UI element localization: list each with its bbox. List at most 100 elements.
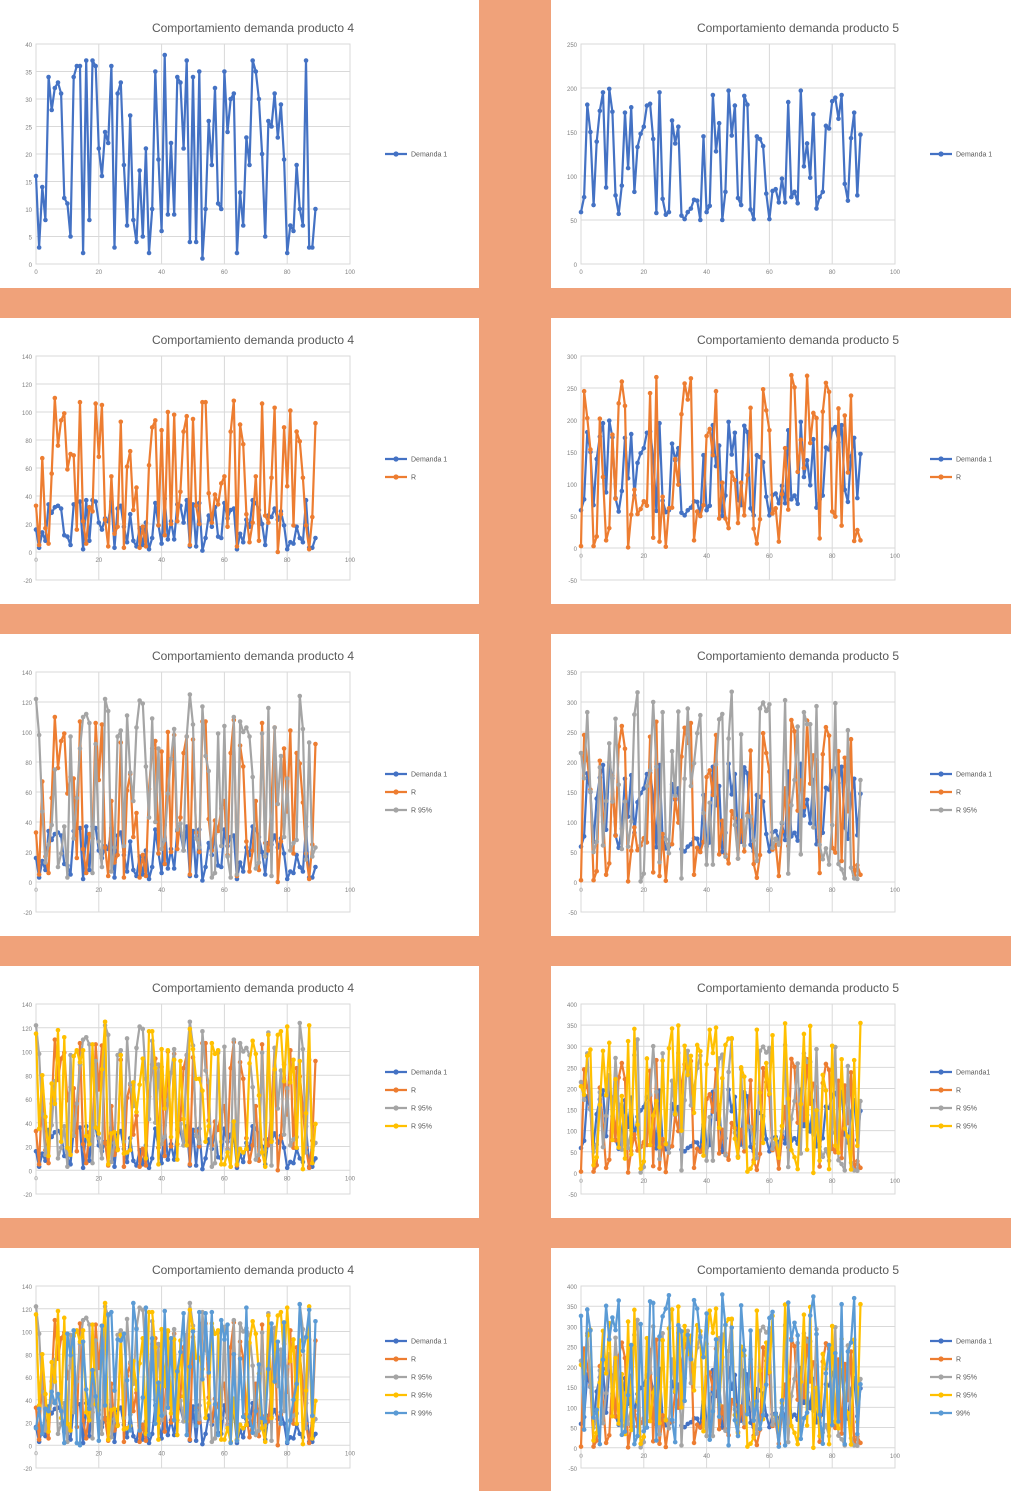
data-point	[112, 545, 117, 551]
data-point	[137, 545, 142, 551]
data-point	[600, 1357, 606, 1362]
data-point	[716, 1414, 722, 1419]
data-point	[795, 724, 800, 729]
data-point	[723, 1152, 728, 1158]
data-point	[310, 854, 315, 859]
data-point	[77, 1321, 83, 1326]
data-point	[306, 1307, 312, 1313]
x-tick-label: 40	[158, 1176, 165, 1182]
data-point	[61, 195, 67, 201]
data-point	[175, 827, 180, 832]
data-point	[105, 1032, 111, 1038]
data-point	[71, 74, 76, 80]
data-point	[178, 1058, 183, 1064]
data-point	[218, 843, 224, 849]
data-point	[848, 1167, 854, 1172]
data-point	[710, 1330, 716, 1336]
data-point	[584, 102, 590, 108]
series-line	[34, 693, 317, 879]
chart-panel: Comportamiento demanda producto 5 -50 0 50 1…	[555, 1252, 1005, 1488]
data-point	[691, 538, 697, 543]
data-point	[171, 1326, 177, 1332]
data-point	[228, 1164, 233, 1169]
data-point	[87, 504, 92, 510]
data-point	[118, 1328, 124, 1333]
data-point	[754, 1431, 760, 1436]
data-point	[297, 535, 303, 541]
data-point	[616, 401, 621, 406]
data-point	[782, 1141, 788, 1146]
data-point	[716, 1426, 722, 1432]
x-tick-label: 80	[284, 1176, 291, 1182]
data-point	[184, 1143, 190, 1148]
data-point	[798, 1151, 804, 1156]
plot-area	[35, 1003, 351, 1195]
data-point	[660, 831, 665, 837]
data-point	[826, 389, 832, 395]
data-point	[159, 1417, 164, 1423]
data-point	[672, 1439, 678, 1445]
data-point	[801, 1400, 807, 1406]
x-tick-label: 60	[766, 270, 773, 276]
data-point	[691, 1440, 697, 1446]
data-point	[36, 245, 42, 250]
data-point	[102, 129, 108, 135]
legend-label: R 95%	[411, 808, 432, 815]
data-point	[284, 876, 290, 882]
y-tick-label: -50	[568, 1193, 577, 1199]
data-point	[767, 1091, 772, 1097]
data-point	[165, 537, 171, 542]
data-point	[181, 146, 186, 151]
data-point	[300, 1348, 306, 1354]
data-point	[259, 720, 265, 726]
data-point	[93, 1125, 98, 1130]
data-point	[127, 113, 133, 118]
chart-title: Comportamiento demanda producto 4	[152, 649, 354, 663]
series-line	[579, 1022, 862, 1174]
data-point	[43, 1158, 48, 1164]
data-point	[698, 1425, 703, 1430]
x-tick-label: 40	[158, 1451, 165, 1457]
data-point	[105, 708, 111, 714]
data-point	[588, 789, 593, 794]
data-point	[638, 131, 643, 137]
data-point	[782, 500, 788, 506]
data-point	[741, 1348, 747, 1353]
data-point	[603, 1303, 609, 1309]
data-point	[610, 1137, 615, 1143]
data-point	[46, 541, 51, 546]
data-point	[127, 839, 133, 844]
data-point	[58, 1139, 64, 1145]
data-point	[638, 450, 643, 456]
data-point	[193, 873, 199, 879]
data-point	[187, 239, 193, 245]
data-point	[644, 1056, 650, 1061]
data-point	[811, 1294, 816, 1299]
data-point	[134, 1109, 139, 1115]
data-point	[729, 1035, 735, 1041]
data-point	[266, 1313, 271, 1318]
data-point	[137, 1439, 142, 1445]
data-point	[638, 1166, 643, 1171]
data-point	[622, 1429, 628, 1434]
data-point	[814, 206, 819, 211]
data-point	[162, 861, 168, 867]
data-point	[704, 433, 709, 439]
data-point	[65, 1421, 70, 1426]
data-point	[162, 1134, 168, 1140]
legend-label: R	[411, 790, 416, 797]
data-point	[140, 1056, 146, 1061]
chart-panel: Comportamiento demanda producto 4 -20 0 20 4…	[10, 322, 476, 600]
data-point	[143, 544, 149, 549]
data-point	[811, 436, 816, 442]
data-point	[657, 1166, 662, 1171]
data-point	[200, 1088, 205, 1093]
data-point	[842, 1126, 848, 1131]
data-point	[720, 1076, 725, 1081]
data-point	[36, 1331, 42, 1337]
y-tick-label: 120	[22, 1027, 33, 1033]
data-point	[206, 118, 211, 124]
data-point	[757, 706, 763, 711]
data-point	[606, 1337, 612, 1342]
data-point	[222, 69, 227, 74]
